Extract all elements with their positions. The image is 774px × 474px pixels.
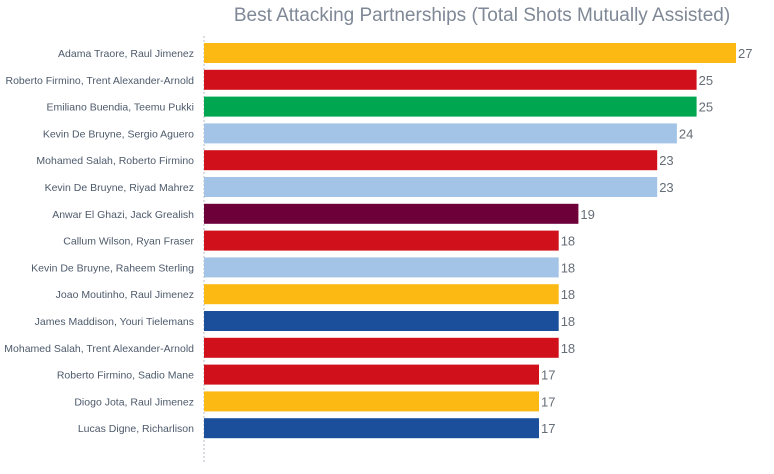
value-label-13: 17	[541, 394, 555, 409]
category-label-9: Joao Moutinho, Raul Jimenez	[56, 289, 194, 301]
category-label-11: Mohamed Salah, Trent Alexander-Arnold	[4, 343, 194, 355]
category-label-2: Emiliano Buendia, Teemu Pukki	[47, 102, 194, 114]
value-label-0: 27	[738, 46, 752, 61]
category-label-10: James Maddison, Youri Tielemans	[35, 316, 194, 328]
category-label-5: Kevin De Bruyne, Riyad Mahrez	[45, 182, 194, 194]
value-label-1: 25	[699, 73, 713, 88]
value-label-6: 19	[580, 207, 594, 222]
value-label-14: 17	[541, 421, 555, 436]
bars	[204, 43, 736, 439]
bar-0	[204, 43, 736, 63]
bar-1	[204, 69, 697, 90]
category-label-6: Anwar El Ghazi, Jack Grealish	[52, 209, 194, 221]
bar-5	[204, 177, 658, 197]
value-label-9: 18	[561, 287, 575, 302]
category-label-0: Adama Traore, Raul Jimenez	[58, 48, 194, 60]
value-labels: 27 25 25 24 23 23 19 18 18 18 18 18 17 17 17	[541, 46, 752, 436]
value-label-4: 23	[659, 153, 673, 168]
value-label-2: 25	[699, 100, 713, 115]
category-label-4: Mohamed Salah, Roberto Firmino	[36, 155, 194, 167]
value-label-12: 17	[541, 368, 555, 383]
bar-4	[204, 150, 658, 171]
category-label-3: Kevin De Bruyne, Sergio Aguero	[43, 128, 194, 140]
bar-2	[204, 96, 697, 117]
category-label-1: Roberto Firmino, Trent Alexander-Arnold	[5, 75, 194, 87]
category-label-8: Kevin De Bruyne, Raheem Sterling	[31, 262, 194, 274]
value-label-10: 18	[561, 314, 575, 329]
bar-9	[204, 284, 559, 305]
category-label-13: Diogo Jota, Raul Jimenez	[74, 396, 194, 408]
value-label-5: 23	[659, 180, 673, 195]
bar-3	[204, 123, 677, 144]
category-label-12: Roberto Firmino, Sadio Mane	[57, 370, 194, 382]
chart-title: Best Attacking Partnerships (Total Shots…	[234, 5, 730, 26]
value-label-11: 18	[561, 341, 575, 356]
bar-10	[204, 311, 559, 331]
bar-8	[204, 257, 559, 278]
value-label-7: 18	[561, 234, 575, 249]
category-labels: Adama Traore, Raul Jimenez Roberto Firmin…	[4, 48, 194, 435]
category-label-7: Callum Wilson, Ryan Fraser	[63, 236, 194, 248]
category-label-14: Lucas Digne, Richarlison	[78, 423, 194, 435]
bar-14	[204, 418, 539, 439]
bar-6	[204, 203, 579, 224]
bar-11	[204, 337, 559, 358]
value-label-8: 18	[561, 260, 575, 275]
value-label-3: 24	[679, 126, 693, 141]
bar-13	[204, 391, 539, 412]
bar-7	[204, 230, 559, 251]
bar-12	[204, 364, 539, 385]
